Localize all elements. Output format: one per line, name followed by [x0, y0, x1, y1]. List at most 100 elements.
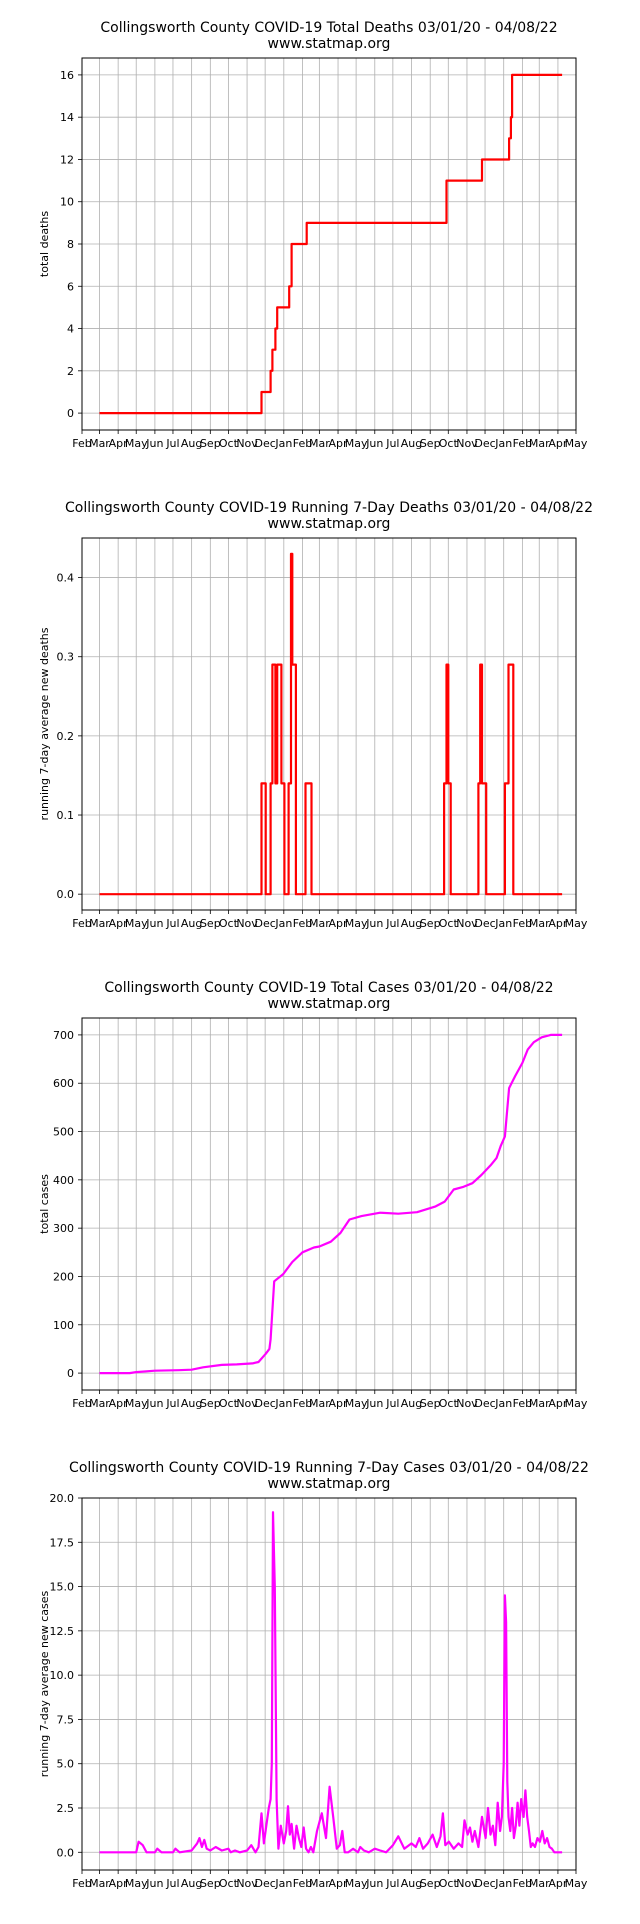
x-tick-label: Aug: [181, 917, 202, 930]
y-tick-label: 14: [60, 111, 74, 124]
y-tick-label: 600: [53, 1077, 74, 1090]
plot-frame: [81, 1497, 577, 1871]
x-tick-label: Feb: [72, 917, 91, 930]
x-tick-label: Feb: [293, 917, 312, 930]
x-tick-label: May: [125, 917, 148, 930]
x-tick-label: Mar: [529, 917, 550, 930]
y-tick-label: 12.5: [50, 1625, 75, 1638]
chart-subtitle: www.statmap.org: [268, 996, 391, 1012]
x-tick-label: Jan: [494, 437, 512, 450]
x-tick-label: Sep: [420, 437, 441, 450]
y-tick-label: 12: [60, 153, 74, 166]
y-tick-label: 5.0: [57, 1758, 75, 1771]
x-tick-label: Jul: [165, 1877, 179, 1890]
chart-panel-4: Collingsworth County COVID-19 Running 7-…: [38, 1460, 589, 1890]
x-tick-label: Dec: [474, 1877, 495, 1890]
x-tick-label: Jul: [165, 917, 179, 930]
x-tick-label: Jun: [365, 437, 383, 450]
x-tick-label: Dec: [254, 1397, 275, 1410]
x-tick-label: Jul: [385, 1397, 399, 1410]
series-line-1: [99, 73, 563, 415]
x-tick-label: Jul: [385, 437, 399, 450]
x-tick-label: Jul: [385, 1877, 399, 1890]
x-tick-label: Jan: [274, 1877, 292, 1890]
plot-frame: [81, 537, 577, 911]
x-tick-label: Apr: [329, 917, 349, 930]
plot-frame: [81, 57, 577, 431]
chart-title: Collingsworth County COVID-19 Running 7-…: [69, 1460, 589, 1476]
x-tick-label: May: [345, 437, 368, 450]
x-tick-label: Jun: [145, 917, 163, 930]
x-tick-label: Jan: [274, 437, 292, 450]
x-tick-label: Sep: [420, 917, 441, 930]
x-tick-label: Sep: [200, 1397, 221, 1410]
x-tick-label: Nov: [456, 917, 478, 930]
y-tick-label: 500: [53, 1126, 74, 1139]
x-tick-label: Dec: [474, 1397, 495, 1410]
x-tick-label: Apr: [109, 1397, 129, 1410]
y-tick-label: 16: [60, 69, 74, 82]
x-tick-label: Mar: [309, 1397, 330, 1410]
x-tick-label: Aug: [401, 917, 422, 930]
x-tick-label: Feb: [513, 1397, 532, 1410]
x-tick-label: Mar: [89, 1877, 110, 1890]
y-tick-label: 0.3: [57, 651, 75, 664]
x-tick-label: Apr: [548, 1397, 568, 1410]
y-axis-label: total deaths: [38, 211, 51, 277]
x-tick-label: May: [125, 1877, 148, 1890]
x-tick-label: Jul: [385, 917, 399, 930]
x-tick-label: Nov: [456, 1877, 478, 1890]
x-tick-label: Aug: [181, 1397, 202, 1410]
x-tick-label: Jan: [494, 1877, 512, 1890]
y-tick-label: 2.5: [57, 1802, 75, 1815]
x-tick-label: Feb: [72, 1877, 91, 1890]
x-tick-label: May: [565, 437, 588, 450]
x-tick-label: May: [565, 1397, 588, 1410]
y-tick-label: 17.5: [50, 1536, 75, 1549]
y-axis-label: running 7-day average new cases: [38, 1591, 51, 1778]
x-tick-label: Mar: [529, 1877, 550, 1890]
x-tick-label: Jan: [274, 1397, 292, 1410]
y-tick-label: 20.0: [50, 1492, 75, 1505]
x-tick-label: Oct: [219, 1397, 239, 1410]
y-tick-label: 300: [53, 1222, 74, 1235]
y-tick-label: 0.0: [57, 888, 75, 901]
x-tick-label: Mar: [529, 1397, 550, 1410]
plot-frame: [81, 1017, 577, 1391]
y-tick-label: 15.0: [50, 1581, 75, 1594]
series-line-1: [99, 1033, 563, 1375]
y-tick-label: 4: [67, 323, 74, 336]
y-tick-label: 0: [67, 1367, 74, 1380]
y-axis-label: running 7-day average new deaths: [38, 627, 51, 820]
x-tick-label: Feb: [293, 437, 312, 450]
x-tick-label: Sep: [200, 1877, 221, 1890]
x-tick-label: Mar: [309, 917, 330, 930]
x-tick-label: Dec: [254, 437, 275, 450]
x-tick-label: Sep: [420, 1877, 441, 1890]
x-tick-label: Apr: [548, 437, 568, 450]
x-tick-label: Feb: [72, 437, 91, 450]
x-tick-label: May: [565, 917, 588, 930]
y-tick-label: 0.2: [57, 730, 75, 743]
x-tick-label: Aug: [181, 1877, 202, 1890]
x-tick-label: Jul: [165, 1397, 179, 1410]
x-tick-label: Feb: [513, 917, 532, 930]
x-tick-label: Feb: [513, 1877, 532, 1890]
x-tick-label: May: [565, 1877, 588, 1890]
x-tick-label: Mar: [89, 437, 110, 450]
x-tick-label: Jan: [274, 917, 292, 930]
x-tick-label: Aug: [181, 437, 202, 450]
y-tick-label: 0: [67, 407, 74, 420]
y-tick-label: 7.5: [57, 1713, 75, 1726]
y-tick-label: 0.0: [57, 1846, 75, 1859]
x-tick-label: Oct: [439, 1397, 459, 1410]
x-tick-label: Jun: [365, 1877, 383, 1890]
x-tick-label: Jun: [365, 917, 383, 930]
chart-subtitle: www.statmap.org: [268, 516, 391, 532]
x-tick-label: Apr: [109, 1877, 129, 1890]
x-tick-label: Oct: [219, 1877, 239, 1890]
x-tick-label: Nov: [236, 1877, 258, 1890]
x-tick-label: Apr: [329, 1877, 349, 1890]
